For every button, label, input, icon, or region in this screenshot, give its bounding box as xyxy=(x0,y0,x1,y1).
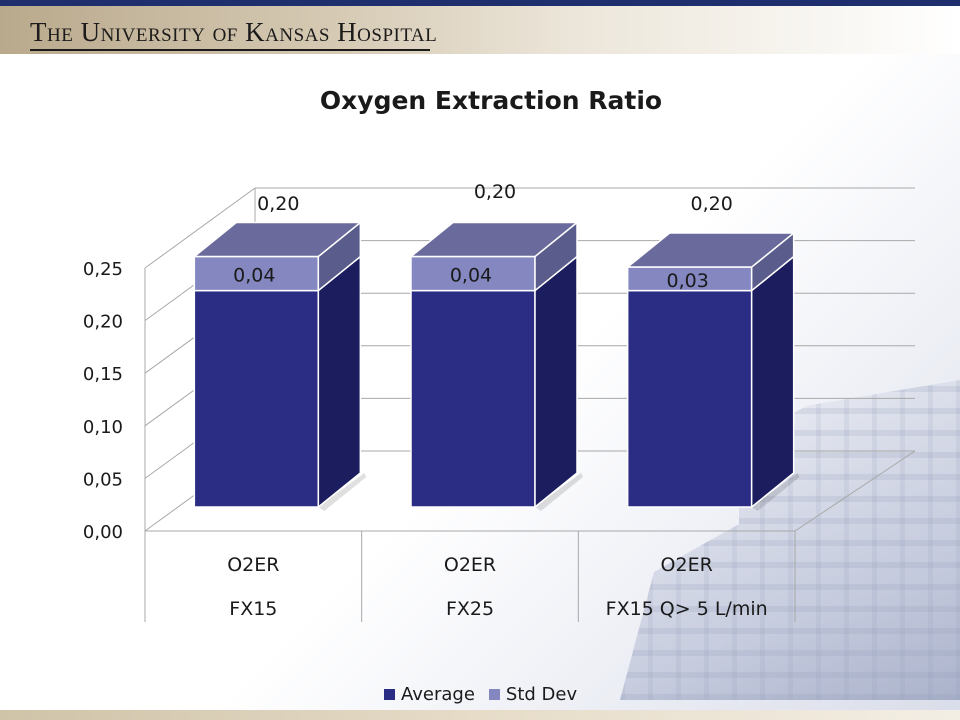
gridline-diagonal xyxy=(144,187,256,269)
data-label-average: 0,20 xyxy=(691,193,733,215)
bar-top xyxy=(625,232,796,268)
floor-edge xyxy=(794,450,916,532)
header-banner: The University of Kansas Hospital xyxy=(0,6,960,54)
bar-average xyxy=(626,289,753,508)
data-label-average: 0,20 xyxy=(257,193,299,215)
bottom-accent-bar xyxy=(0,710,960,720)
legend-label-std-dev: Std Dev xyxy=(505,683,578,705)
legend-label-average: Average xyxy=(401,683,475,705)
bar-average xyxy=(410,289,536,508)
y-tick-label: 0,15 xyxy=(83,364,123,385)
bar-shadow xyxy=(535,473,583,511)
category-label-line1: O2ER xyxy=(227,554,279,576)
y-tick-label: 0,05 xyxy=(83,469,123,490)
bar-average-side xyxy=(534,255,578,509)
bar-top xyxy=(408,221,580,258)
chart-legend: Average Std Dev xyxy=(384,683,577,705)
hospital-logo-title: The University of Kansas Hospital xyxy=(30,17,438,47)
bar-top xyxy=(192,221,363,258)
top-accent-bar xyxy=(0,0,960,6)
bar-average-side xyxy=(317,255,362,509)
y-tick-label: 0,10 xyxy=(83,417,123,438)
bar-shadow xyxy=(751,473,800,511)
bar-average xyxy=(193,289,320,508)
bar-std-dev xyxy=(410,255,536,292)
category-label-line1: O2ER xyxy=(661,554,713,576)
data-label-std-dev: 0,04 xyxy=(450,265,492,287)
legend-swatch-average xyxy=(384,688,395,700)
category-label-line1: O2ER xyxy=(444,554,496,576)
data-label-std-dev: 0,04 xyxy=(233,265,275,287)
legend-item-average: Average xyxy=(384,684,475,705)
legend-item-std-dev: Std Dev xyxy=(488,683,578,705)
data-label-std-dev: 0,03 xyxy=(667,270,709,292)
category-label-line2: FX25 xyxy=(446,598,494,620)
y-tick-label: 0,25 xyxy=(83,259,123,280)
bar-shadow xyxy=(318,473,367,511)
data-label-average: 0,20 xyxy=(474,181,516,203)
y-tick-label: 0,00 xyxy=(83,522,123,543)
bar-average-side xyxy=(750,255,795,509)
chart-title: Oxygen Extraction Ratio xyxy=(319,86,663,115)
category-label-line2: FX15 Q> 5 L/min xyxy=(606,598,768,620)
header-rule xyxy=(30,49,430,51)
legend-swatch-std-dev xyxy=(488,688,500,700)
y-tick-label: 0,20 xyxy=(83,312,123,333)
category-label-line2: FX15 xyxy=(229,598,277,620)
